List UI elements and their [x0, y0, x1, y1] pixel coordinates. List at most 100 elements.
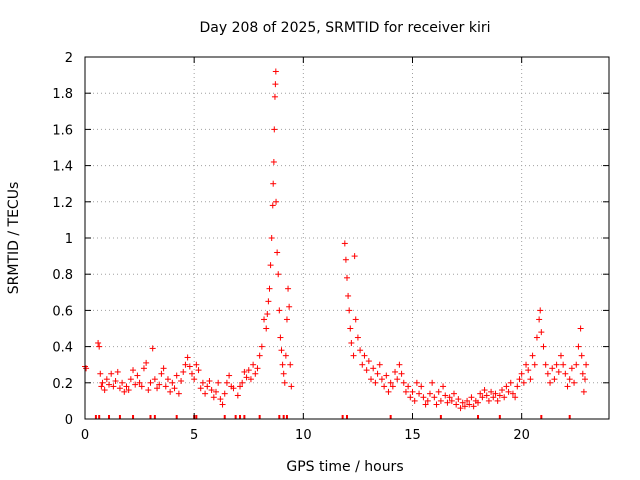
- data-point: [409, 388, 416, 395]
- data-point: [171, 385, 178, 392]
- y-tick-label: 1.2: [52, 196, 73, 211]
- data-point: [378, 376, 385, 383]
- data-point: [132, 381, 139, 388]
- data-point: [557, 352, 564, 359]
- data-point: [553, 361, 560, 368]
- data-point: [169, 379, 176, 386]
- data-point: [485, 397, 492, 404]
- data-point: [477, 390, 484, 397]
- data-point: [151, 376, 158, 383]
- y-tick-label: 1.6: [52, 123, 73, 138]
- data-point: [413, 379, 420, 386]
- data-point: [488, 388, 495, 395]
- data-point: [263, 325, 270, 332]
- data-point: [83, 365, 90, 372]
- y-tick-label: 2: [65, 51, 73, 66]
- data-point: [202, 390, 209, 397]
- data-point: [540, 343, 547, 350]
- data-point: [95, 339, 102, 346]
- data-point: [509, 390, 516, 397]
- data-point: [138, 383, 145, 390]
- data-point: [285, 285, 292, 292]
- data-point: [385, 388, 392, 395]
- data-point: [359, 361, 366, 368]
- data-point: [97, 370, 104, 377]
- data-point: [507, 379, 514, 386]
- data-point: [98, 383, 105, 390]
- data-point: [184, 354, 191, 361]
- data-point: [453, 401, 460, 408]
- data-point: [281, 379, 288, 386]
- data-point: [538, 329, 545, 336]
- data-point: [247, 376, 254, 383]
- data-point: [258, 343, 265, 350]
- data-point: [158, 370, 165, 377]
- data-point: [492, 390, 499, 397]
- data-point: [520, 379, 527, 386]
- data-point: [400, 379, 407, 386]
- data-point: [501, 394, 508, 401]
- data-point: [199, 379, 206, 386]
- data-point: [376, 361, 383, 368]
- data-point: [241, 368, 248, 375]
- data-point: [398, 370, 405, 377]
- y-tick-label: 0.8: [52, 268, 73, 283]
- data-point: [239, 379, 246, 386]
- data-point: [350, 352, 357, 359]
- data-point: [134, 372, 141, 379]
- data-point: [440, 383, 447, 390]
- y-tick-label: 0.4: [52, 341, 73, 356]
- data-point: [282, 352, 289, 359]
- data-point: [368, 376, 375, 383]
- data-point: [396, 361, 403, 368]
- data-point: [266, 285, 273, 292]
- data-point: [571, 379, 578, 386]
- data-point: [116, 385, 123, 392]
- data-point: [195, 367, 202, 374]
- data-point: [154, 385, 161, 392]
- data-point: [426, 390, 433, 397]
- data-point: [461, 403, 468, 410]
- data-point: [215, 379, 222, 386]
- data-point: [237, 383, 244, 390]
- data-point: [444, 399, 451, 406]
- data-point: [277, 334, 284, 341]
- data-point: [108, 370, 115, 377]
- y-tick-label: 1.4: [52, 160, 73, 175]
- data-point: [470, 403, 477, 410]
- data-point: [407, 394, 414, 401]
- data-point: [213, 388, 219, 395]
- data-point: [352, 316, 359, 323]
- data-point: [347, 325, 354, 332]
- data-point: [287, 361, 294, 368]
- x-tick-label: 15: [404, 428, 421, 443]
- data-point: [269, 202, 276, 209]
- data-point: [394, 376, 401, 383]
- axis-ticks: [84, 56, 609, 420]
- data-point: [481, 387, 488, 394]
- data-point: [431, 394, 438, 401]
- data-point: [531, 361, 538, 368]
- data-point: [475, 399, 481, 406]
- data-point: [175, 390, 182, 397]
- data-point: [267, 262, 274, 269]
- data-point: [221, 390, 228, 397]
- data-point: [106, 381, 113, 388]
- data-point: [562, 370, 569, 377]
- data-point: [243, 374, 250, 381]
- data-point: [230, 385, 237, 392]
- data-point: [178, 377, 185, 384]
- data-point: [514, 383, 521, 390]
- y-tick-label: 0.6: [52, 304, 73, 319]
- y-tick-labels: 0 0.2 0.4 0.6 0.8 1 1.2 1.4 1.6 1.8 2: [52, 51, 73, 428]
- data-point: [464, 397, 471, 404]
- data-point: [114, 368, 121, 375]
- data-point: [370, 365, 377, 372]
- data-point: [217, 396, 224, 403]
- data-point: [468, 394, 475, 401]
- data-point: [210, 394, 217, 401]
- data-point: [278, 347, 285, 354]
- data-point: [416, 390, 423, 397]
- data-point: [208, 387, 215, 394]
